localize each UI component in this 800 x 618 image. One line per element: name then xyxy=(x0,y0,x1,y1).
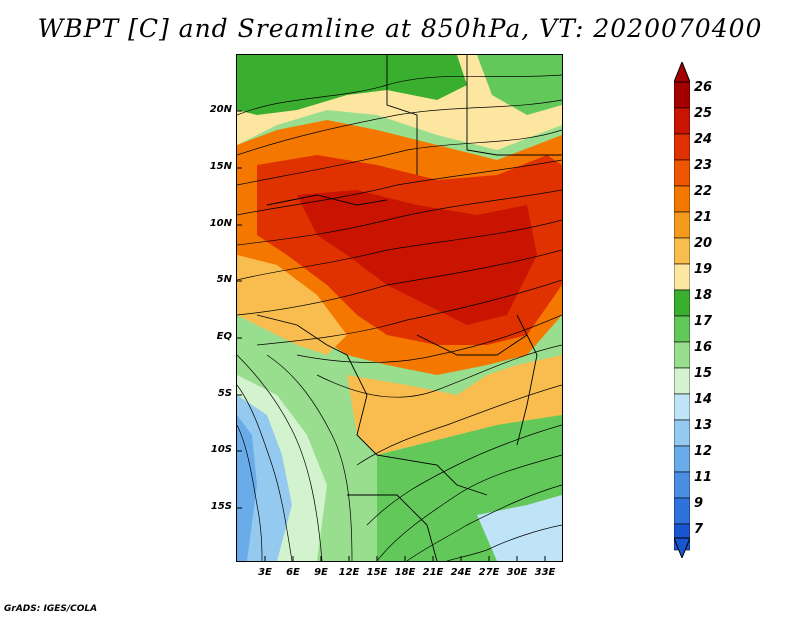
colorbar-swatch-16 xyxy=(674,341,690,369)
wbpt-field-map xyxy=(237,55,562,561)
colorbar-swatch-20 xyxy=(674,237,690,265)
lat-label-5s: 5S xyxy=(217,388,232,399)
colorbar-label-14: 14 xyxy=(694,392,713,407)
colorbar-label-12: 12 xyxy=(694,444,713,459)
colorbar-top-arrow xyxy=(674,62,690,83)
lon-label-27e: 27E xyxy=(478,567,500,578)
lon-label-12e: 12E xyxy=(338,567,360,578)
colorbar-swatches xyxy=(674,81,690,551)
colorbar-swatch-21 xyxy=(674,211,690,239)
lat-label-5n: 5N xyxy=(216,274,232,285)
colorbar-swatch-18 xyxy=(674,289,690,317)
colorbar-label-23: 23 xyxy=(694,158,713,173)
colorbar-swatch-24 xyxy=(674,133,690,161)
colorbar-label-24: 24 xyxy=(694,132,713,147)
axis-ticks xyxy=(237,110,546,561)
country-borders xyxy=(256,55,562,561)
colorbar-label-22: 22 xyxy=(694,184,713,199)
lat-label-15n: 15N xyxy=(209,161,232,172)
colorbar-swatch-19 xyxy=(674,263,690,291)
lat-label-15s: 15S xyxy=(210,501,232,512)
lon-label-33e: 33E xyxy=(534,567,556,578)
lon-label-21e: 21E xyxy=(422,567,444,578)
lon-label-6e: 6E xyxy=(286,567,300,578)
colorbar-swatch-22 xyxy=(674,185,690,213)
lon-label-24e: 24E xyxy=(450,567,472,578)
colorbar-bottom-arrow xyxy=(674,537,690,558)
lon-label-18e: 18E xyxy=(394,567,416,578)
colorbar-swatch-25 xyxy=(674,107,690,135)
lat-label-eq: EQ xyxy=(216,331,232,342)
colorbar-label-15: 15 xyxy=(694,366,713,381)
lon-label-3e: 3E xyxy=(258,567,272,578)
colorbar-swatch-15 xyxy=(674,367,690,395)
colorbar-swatch-26 xyxy=(674,81,690,109)
colorbar-swatch-12 xyxy=(674,445,690,473)
colorbar-label-18: 18 xyxy=(694,288,713,303)
lat-label-10s: 10S xyxy=(210,444,232,455)
colorbar-label-21: 21 xyxy=(694,210,713,225)
chart-title: WBPT [C] and Sreamline at 850hPa, VT: 20… xyxy=(37,14,763,43)
colorbar-swatch-13 xyxy=(674,419,690,447)
band-25 xyxy=(297,190,537,325)
colorbar-label-25: 25 xyxy=(694,106,713,121)
streamlines xyxy=(237,74,562,561)
band-20-west xyxy=(237,255,347,355)
colorbar-label-17: 17 xyxy=(694,314,713,329)
lon-label-30e: 30E xyxy=(506,567,528,578)
colorbar-label-11: 11 xyxy=(694,470,713,485)
colorbar-label-26: 26 xyxy=(694,80,713,95)
colorbar-swatch-14 xyxy=(674,393,690,421)
lon-label-9e: 9E xyxy=(314,567,328,578)
colorbar-swatch-17 xyxy=(674,315,690,343)
colorbar-swatch-23 xyxy=(674,159,690,187)
lon-label-15e: 15E xyxy=(366,567,388,578)
colorbar xyxy=(674,62,690,558)
colorbar-label-20: 20 xyxy=(694,236,713,251)
map-panel xyxy=(236,54,563,562)
colorbar-swatch-11 xyxy=(674,471,690,499)
colorbar-label-13: 13 xyxy=(694,418,713,433)
lat-label-10n: 10N xyxy=(209,218,232,229)
colorbar-swatch-9 xyxy=(674,497,690,525)
band-18-north xyxy=(237,55,467,115)
colorbar-label-16: 16 xyxy=(694,340,713,355)
colorbar-label-9: 9 xyxy=(694,496,704,511)
band-17-northeast xyxy=(477,55,562,115)
colorbar-label-7: 7 xyxy=(694,522,704,537)
band-20-south xyxy=(347,355,562,455)
lat-label-20n: 20N xyxy=(209,104,232,115)
footer-credit: GrADS: IGES/COLA xyxy=(4,604,98,614)
colorbar-label-19: 19 xyxy=(694,262,713,277)
